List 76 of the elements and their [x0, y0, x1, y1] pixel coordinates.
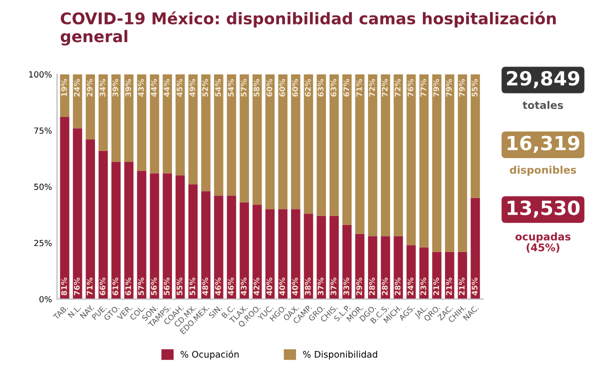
bar [278, 74, 288, 210]
bar [355, 234, 364, 300]
bar [316, 74, 326, 216]
bar [470, 74, 480, 198]
bar [432, 74, 442, 252]
bar [188, 74, 198, 184]
bar [278, 209, 288, 300]
legend-label: % Ocupación [180, 350, 239, 360]
bar [330, 74, 339, 216]
bar [458, 74, 468, 252]
bar [124, 162, 134, 300]
bar [368, 74, 378, 236]
bar [176, 74, 185, 176]
bar [380, 74, 390, 236]
y-tick-label: 25% [34, 240, 52, 246]
bar [419, 74, 429, 248]
bar [188, 184, 198, 300]
bar [98, 150, 108, 300]
text: 16,319 [508, 136, 580, 153]
bar [406, 245, 416, 300]
bar [265, 74, 275, 210]
legend-label: % Disponibilidad [303, 350, 378, 360]
text: 13,530 [508, 200, 580, 218]
bar [162, 173, 172, 300]
bar [265, 209, 275, 300]
bar [252, 74, 262, 205]
bar [137, 170, 146, 300]
bar [330, 216, 339, 300]
y-tick-label: 75% [34, 127, 52, 134]
bar [368, 236, 378, 300]
y-tick-label: 50% [34, 184, 52, 190]
y-tick-label: 0% [39, 296, 52, 302]
bar [60, 74, 70, 118]
bar [60, 117, 70, 300]
bar [162, 74, 172, 174]
bar [98, 74, 108, 151]
bar [214, 196, 224, 300]
bar [124, 74, 134, 162]
bar [72, 128, 82, 300]
bar [445, 74, 454, 252]
bar [304, 214, 314, 300]
bar [470, 198, 480, 300]
bar [342, 224, 352, 300]
bar [201, 191, 210, 300]
text: 29,849 [507, 70, 580, 88]
bar [316, 216, 326, 300]
chart-title: COVID-19 México: disponibilidad camas hospitalización general [60, 11, 556, 46]
bar [240, 74, 249, 202]
bar [406, 74, 416, 246]
bar [394, 236, 403, 300]
bar [226, 196, 236, 300]
bar [111, 74, 121, 162]
bar [304, 74, 314, 214]
text: disponibles [510, 166, 576, 176]
bar [176, 175, 185, 300]
bar [240, 202, 249, 300]
bar [291, 74, 300, 210]
bar [86, 139, 95, 300]
bar [394, 74, 403, 236]
bar [445, 252, 454, 300]
y-tick-label: 100% [29, 71, 52, 78]
bar [355, 74, 364, 234]
bar [86, 74, 95, 140]
bar [137, 74, 146, 171]
bar [291, 209, 300, 300]
bar [150, 74, 160, 174]
bar [111, 162, 121, 300]
bar [214, 74, 224, 196]
bar [432, 252, 442, 300]
bar [252, 204, 262, 300]
text: ocupadas (45%) [515, 232, 570, 253]
bar [342, 74, 352, 225]
text: totales [522, 100, 563, 110]
bar [226, 74, 236, 196]
bar [150, 173, 160, 300]
bar [201, 74, 210, 192]
